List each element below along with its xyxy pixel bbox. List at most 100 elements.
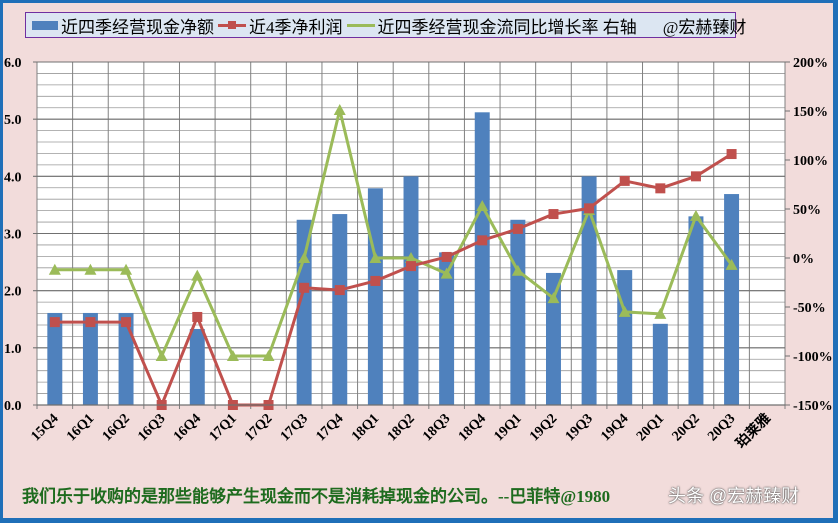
x-axis-label: 19Q3 [563, 411, 596, 444]
x-axis-label: 20Q2 [670, 411, 703, 444]
x-axis-label: 17Q1 [207, 411, 240, 444]
bar [367, 188, 383, 405]
triangle-marker-icon [689, 209, 702, 221]
right-axis-label: 200% [793, 56, 828, 71]
right-axis-label: 50% [793, 203, 821, 218]
x-axis-label: 16Q2 [100, 411, 133, 444]
triangle-marker-icon [654, 307, 667, 319]
x-axis-label: 17Q4 [313, 411, 346, 444]
legend-label: 近四季经营现金流同比增长率 右轴 [377, 17, 637, 37]
right-axis-label: -150% [793, 399, 833, 414]
triangle-marker-icon [226, 350, 239, 361]
square-marker-icon [406, 261, 416, 272]
legend-item-cash-flow: 近四季经营现金净额 [32, 13, 214, 38]
bar [189, 328, 205, 405]
square-marker-icon [619, 175, 630, 186]
x-axis-label: 18Q1 [349, 411, 382, 444]
bar [688, 216, 704, 405]
bar [403, 176, 419, 405]
left-axis-label: 0.0 [4, 399, 22, 414]
bar-swatch-icon [32, 20, 58, 30]
square-marker-icon [726, 149, 737, 160]
bar [439, 252, 455, 405]
right-axis-label: 100% [793, 154, 828, 169]
series-line [54, 108, 733, 358]
bar [47, 312, 63, 405]
triangle-marker-icon [405, 252, 417, 263]
bar [332, 214, 348, 405]
buffett-quote: 我们乐于收购的是那些能够产生现金而不是消耗掉现金的公司。--巴菲特@1980 [22, 487, 611, 506]
triangle-marker-icon [440, 267, 453, 279]
series-line [54, 152, 733, 407]
chart-legend: 近四季经营现金净额 近4季净利润 近四季经营现金流同比增长率 右轴 @宏赫臻财 [25, 12, 746, 38]
x-axis-label: 17Q2 [242, 411, 275, 444]
square-marker-icon [690, 171, 701, 182]
legend-item-net-profit: 近4季净利润 [218, 13, 343, 38]
square-marker-icon [85, 317, 96, 328]
triangle-marker-icon [155, 350, 168, 361]
triangle-marker-icon [48, 263, 61, 275]
triangle-marker-icon [547, 292, 560, 304]
bar [296, 219, 312, 405]
square-marker-icon [334, 285, 345, 296]
square-marker-icon [584, 203, 595, 214]
triangle-marker-icon [191, 269, 204, 281]
square-marker-icon [299, 282, 310, 293]
triangle-marker-icon [84, 263, 97, 275]
square-marker-icon [441, 251, 452, 262]
x-axis-label: 18Q3 [420, 411, 453, 444]
triangle-marker-line-icon [346, 23, 375, 27]
x-axis-label: 19Q1 [492, 411, 525, 444]
right-axis-label: -50% [793, 301, 826, 316]
triangle-marker-icon [725, 258, 738, 270]
bar [118, 312, 134, 405]
x-axis-label: 珀莱雅 [732, 410, 774, 452]
square-marker-icon [477, 235, 488, 246]
x-axis-label: 20Q1 [634, 411, 667, 444]
square-marker-icon [655, 183, 666, 194]
x-axis-label: 18Q2 [385, 411, 418, 444]
left-axis-label: 2.0 [4, 285, 22, 300]
bar [510, 219, 526, 405]
right-axis-label: -100% [793, 350, 833, 365]
square-marker-line-icon [218, 20, 246, 29]
triangle-marker-icon [120, 263, 133, 275]
square-marker-icon [370, 275, 381, 286]
legend-credit: @宏赫臻财 [662, 17, 747, 37]
x-axis-label: 18Q4 [456, 411, 489, 444]
legend-item-growth-rate: 近四季经营现金流同比增长率 右轴 [346, 13, 637, 38]
bar [82, 312, 98, 405]
left-axis-label: 5.0 [4, 113, 22, 128]
bar [545, 272, 561, 405]
legend-label: 近四季经营现金净额 [61, 17, 214, 37]
triangle-marker-icon [511, 264, 524, 276]
square-marker-icon [192, 311, 203, 322]
right-axis-label: 0% [793, 252, 814, 267]
x-axis-label: 19Q4 [598, 411, 631, 444]
triangle-marker-icon [262, 350, 275, 361]
triangle-marker-icon [369, 252, 382, 263]
triangle-marker-icon [618, 305, 631, 317]
x-axis-label: 17Q3 [278, 411, 311, 444]
bar [652, 323, 668, 405]
x-axis-label: 19Q2 [527, 411, 560, 444]
x-axis-label: 20Q3 [705, 411, 738, 444]
bar [474, 112, 490, 405]
square-marker-icon [548, 209, 559, 220]
left-axis-label: 4.0 [4, 170, 22, 185]
x-axis-label: 16Q1 [64, 411, 97, 444]
left-axis-label: 1.0 [4, 342, 22, 357]
legend-label: 近4季净利润 [249, 17, 343, 37]
left-axis-label: 6.0 [4, 56, 22, 71]
bar [617, 270, 633, 405]
square-marker-icon [121, 317, 132, 328]
right-axis-label: 150% [793, 105, 828, 120]
triangle-marker-icon [298, 252, 311, 263]
triangle-marker-icon [476, 200, 489, 212]
bar [724, 194, 740, 405]
x-axis-label: 16Q4 [171, 411, 204, 444]
left-axis-label: 3.0 [4, 228, 22, 243]
triangle-marker-icon [333, 104, 346, 116]
bar [581, 176, 597, 405]
